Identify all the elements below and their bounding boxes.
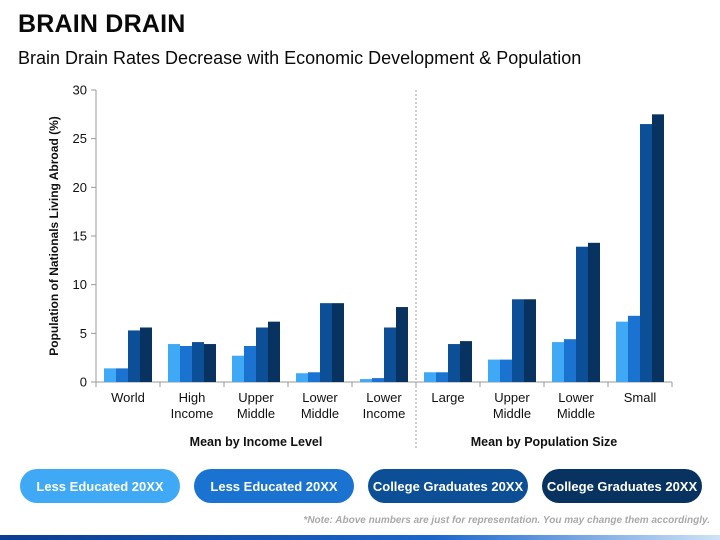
- x-tick-label: Lower: [366, 390, 402, 405]
- x-tick-label: World: [111, 390, 145, 405]
- bar: [552, 342, 564, 382]
- bar: [372, 378, 384, 382]
- y-tick-label: 20: [73, 180, 87, 195]
- bar: [652, 114, 664, 382]
- x-tick-label: Lower: [558, 390, 594, 405]
- bar: [168, 344, 180, 382]
- bar: [320, 303, 332, 382]
- bar: [244, 345, 256, 382]
- bar: [616, 321, 628, 382]
- bar: [308, 372, 320, 382]
- x-tick-label: Lower: [302, 390, 338, 405]
- bar: [104, 368, 116, 382]
- bar: [140, 327, 152, 382]
- x-tick-label: Income: [363, 406, 406, 421]
- bar: [576, 246, 588, 382]
- x-tick-label: Upper: [238, 390, 274, 405]
- legend-entry: College Graduates 20XX: [542, 469, 702, 503]
- bar: [524, 299, 536, 382]
- bar: [424, 372, 436, 382]
- group-label: Mean by Income Level: [190, 435, 323, 449]
- x-tick-label: Upper: [494, 390, 530, 405]
- y-tick-label: 30: [73, 83, 87, 98]
- footnote: *Note: Above numbers are just for repres…: [303, 515, 710, 526]
- bar: [488, 359, 500, 382]
- x-tick-label: Middle: [301, 406, 339, 421]
- y-tick-label: 25: [73, 131, 87, 146]
- bar: [268, 321, 280, 382]
- bar: [512, 299, 524, 382]
- bar-chart: 0 5 10 15 20 25 30 Population of Nationals Livi…: [47, 83, 673, 450]
- y-tick-label: 15: [73, 229, 87, 244]
- group-label: Mean by Population Size: [471, 435, 618, 449]
- x-tick-label: Small: [624, 390, 657, 405]
- bar: [204, 344, 216, 382]
- y-tick-label: 5: [80, 326, 87, 341]
- x-tick-label: Large: [431, 390, 464, 405]
- bar: [396, 307, 408, 382]
- bar: [192, 342, 204, 382]
- y-tick-label: 10: [73, 277, 87, 292]
- bar: [460, 341, 472, 382]
- bar: [384, 327, 396, 382]
- legend-entry: Less Educated 20XX: [20, 469, 180, 503]
- x-tick-label: Middle: [237, 406, 275, 421]
- bar: [500, 359, 512, 382]
- y-tick-label: 0: [80, 375, 87, 390]
- bottom-accent-bar: [0, 535, 720, 540]
- bar: [588, 242, 600, 382]
- bar: [256, 327, 268, 382]
- bar: [332, 303, 344, 382]
- slide-subtitle: Brain Drain Rates Decrease with Economic…: [18, 48, 582, 68]
- bar: [436, 372, 448, 382]
- bar: [128, 330, 140, 382]
- y-axis-label: Population of Nationals Living Abroad (%…: [47, 116, 61, 356]
- bar: [564, 339, 576, 382]
- legend-entry: College Graduates 20XX: [368, 469, 528, 503]
- legend-entry: Less Educated 20XX: [194, 469, 354, 503]
- bar: [232, 355, 244, 382]
- x-tick-label: High: [179, 390, 206, 405]
- bar: [180, 345, 192, 382]
- bar: [296, 373, 308, 382]
- bar: [448, 344, 460, 382]
- chart-legend: Less Educated 20XX Less Educated 20XX Coll…: [0, 469, 720, 503]
- x-tick-label: Income: [171, 406, 214, 421]
- bar: [360, 379, 372, 382]
- bar: [640, 124, 652, 383]
- bar: [628, 315, 640, 382]
- x-tick-label: Middle: [557, 406, 595, 421]
- slide-title: BRAIN DRAIN: [18, 10, 186, 38]
- bar: [116, 368, 128, 382]
- x-tick-label: Middle: [493, 406, 531, 421]
